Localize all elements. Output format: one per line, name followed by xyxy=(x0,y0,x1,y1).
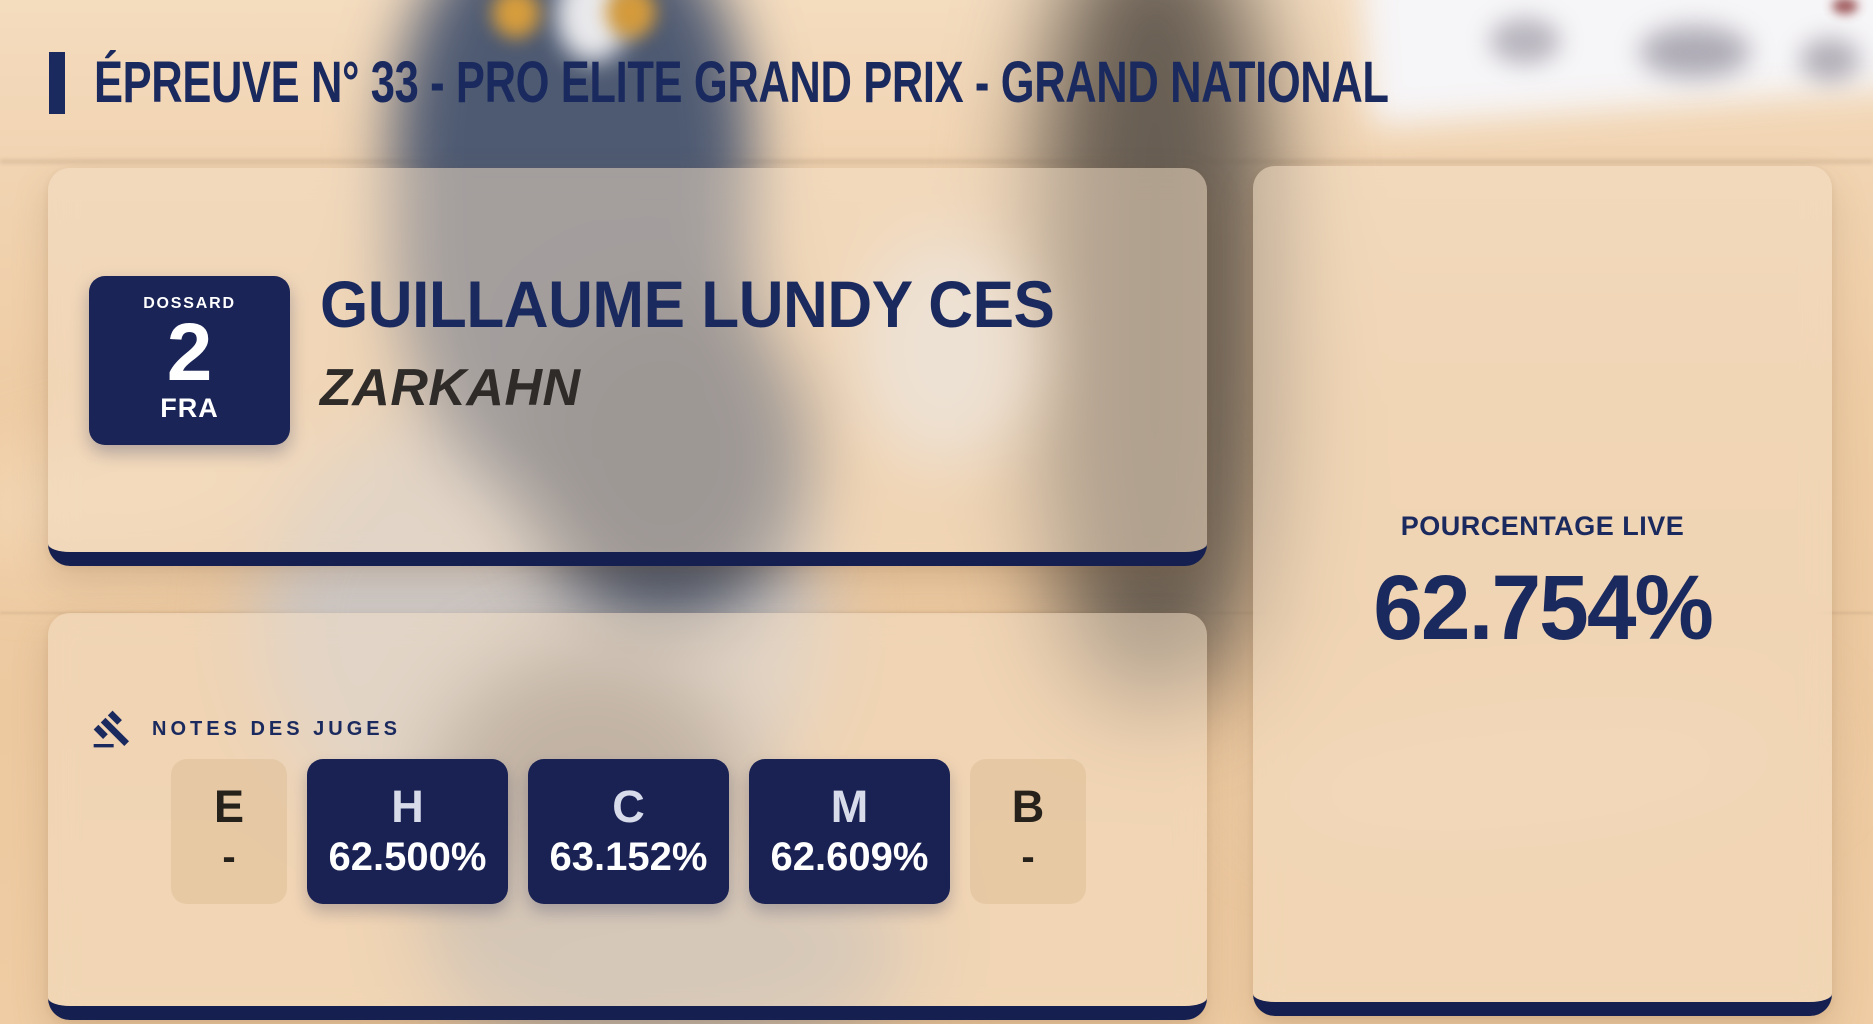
title-accent-bar xyxy=(49,52,65,114)
live-percentage-value: 62.754% xyxy=(1373,556,1714,659)
judges-section-label: NOTES DES JUGES xyxy=(152,717,401,740)
gavel-icon xyxy=(93,710,130,748)
bg-banner-red-mark xyxy=(1832,0,1858,14)
judge-score-value: 62.500% xyxy=(328,835,487,879)
page-title: ÉPREUVE N° 33 - PRO ELITE GRAND PRIX - G… xyxy=(94,50,1389,115)
country-code: FRA xyxy=(160,393,219,423)
judges-row: E - H 62.500% C 63.152% M 62.609% B - xyxy=(171,759,1086,904)
dossard-label: DOSSARD xyxy=(143,295,236,312)
rider-card: DOSSARD 2 FRA GUILLAUME LUNDY CES ZARKAH… xyxy=(48,168,1207,566)
rider-name: GUILLAUME LUNDY CES xyxy=(320,267,1055,341)
event-header: ÉPREUVE N° 33 - PRO ELITE GRAND PRIX - G… xyxy=(49,52,1820,114)
horse-name: ZARKAHN xyxy=(320,359,581,417)
judge-score-value: - xyxy=(1021,835,1035,879)
bg-banner-text-smudge xyxy=(1800,38,1860,82)
judges-section-header: NOTES DES JUGES xyxy=(92,709,401,749)
judge-position-label: B xyxy=(1011,781,1045,832)
judge-box-C: C 63.152% xyxy=(528,759,729,904)
judges-card: NOTES DES JUGES E - H 62.500% C 63.152% … xyxy=(48,613,1207,1020)
bg-banner-text-smudge xyxy=(1490,18,1560,64)
bg-arena-wall-line xyxy=(0,160,1873,163)
judge-position-label: C xyxy=(612,781,645,832)
judge-position-label: M xyxy=(830,781,869,832)
rider-info: GUILLAUME LUNDY CES ZARKAHN xyxy=(320,268,1101,418)
judge-box-M: M 62.609% xyxy=(749,759,950,904)
live-percentage-card: POURCENTAGE LIVE 62.754% xyxy=(1253,166,1832,1016)
bg-banner-text-smudge xyxy=(1640,26,1750,78)
judge-position-label: H xyxy=(391,781,424,832)
judge-box-H: H 62.500% xyxy=(307,759,508,904)
judge-score-value: - xyxy=(222,835,236,879)
dossard-badge: DOSSARD 2 FRA xyxy=(89,276,290,445)
judge-position-label: E xyxy=(213,781,244,832)
judge-score-value: 63.152% xyxy=(549,835,708,879)
dossard-number: 2 xyxy=(166,307,213,398)
live-percentage-label: POURCENTAGE LIVE xyxy=(1400,510,1685,541)
judge-score-value: 62.609% xyxy=(770,835,929,879)
judge-box-E: E - xyxy=(171,759,287,904)
judge-box-B: B - xyxy=(970,759,1086,904)
